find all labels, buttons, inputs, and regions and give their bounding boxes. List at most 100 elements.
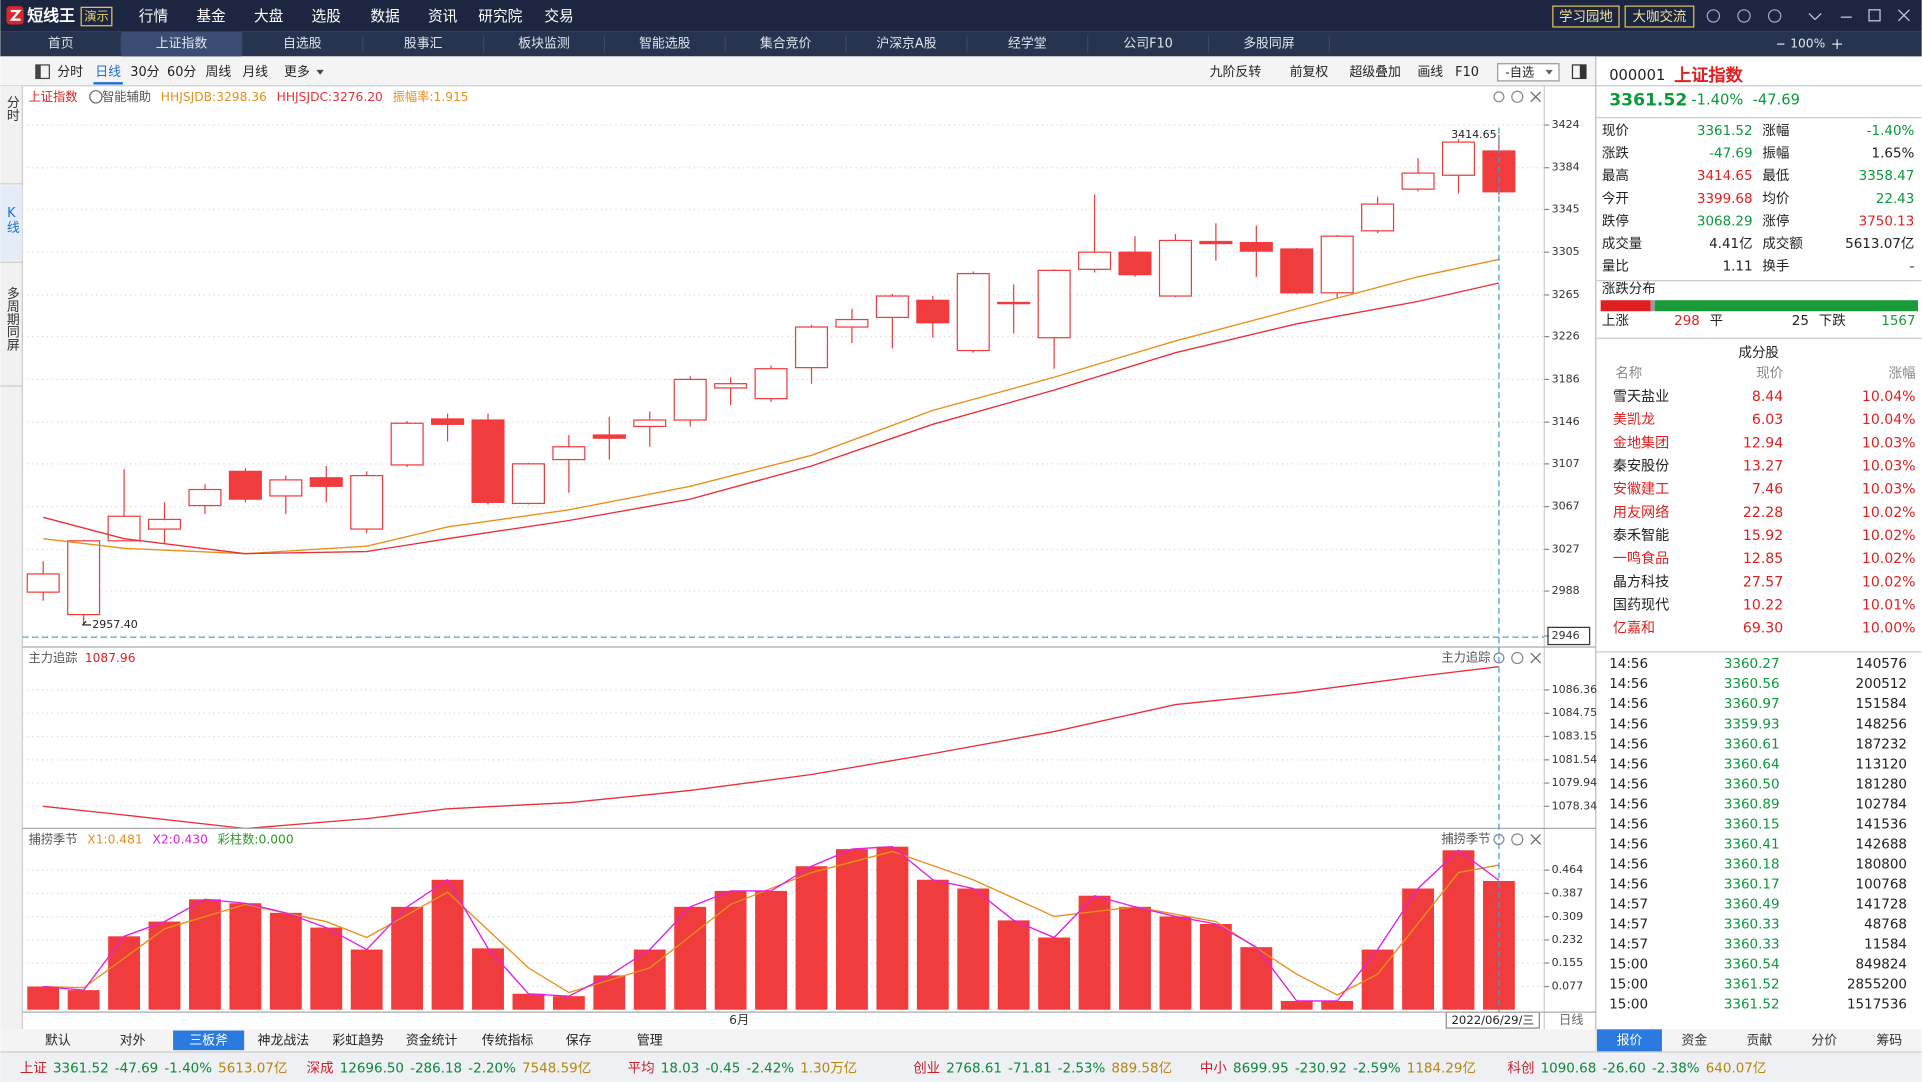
component-name[interactable]: 国药现代 <box>1613 597 1669 613</box>
period-tab[interactable]: 分时 <box>57 65 83 80</box>
component-name[interactable]: 亿嘉和 <box>1613 621 1655 637</box>
bar <box>148 921 181 1010</box>
header-button-text[interactable]: 大咖交流 <box>1633 8 1687 25</box>
component-name[interactable]: 泰禾智能 <box>1613 528 1669 544</box>
indicator-line <box>43 258 1500 555</box>
nav-tab[interactable]: 智能选股 <box>639 37 691 52</box>
component-name[interactable]: 美凯龙 <box>1613 412 1655 428</box>
index-summary: 科创 1090.68 -26.60 -2.38% 640.07亿 <box>1508 1061 1767 1077</box>
panel-help[interactable] <box>1511 833 1524 846</box>
indicator-tab[interactable]: 保存 <box>566 1033 592 1048</box>
menu-item[interactable]: 资讯 <box>428 8 458 25</box>
menu-item[interactable]: 大盘 <box>254 7 284 25</box>
component-name[interactable]: 雪天盐业 <box>1613 389 1669 405</box>
y-tick-box <box>1547 626 1591 646</box>
period-tab[interactable]: 30分 <box>130 65 159 80</box>
right-tab[interactable]: 报价 <box>1617 1033 1643 1048</box>
header-button-text[interactable]: 学习园地 <box>1559 9 1613 25</box>
menu-item[interactable]: 交易 <box>544 7 573 25</box>
nav-tab[interactable]: 首页 <box>48 37 74 52</box>
indicator-tab[interactable]: 对外 <box>120 1033 146 1048</box>
y-tick-label: 3027 <box>1552 542 1580 555</box>
nav-tab[interactable]: 自选股 <box>283 37 322 52</box>
menu-item[interactable]: 选股 <box>312 8 342 25</box>
label-part: -71.81 <box>1008 1061 1051 1077</box>
legend-dropdown[interactable] <box>89 90 103 104</box>
panel-settings[interactable] <box>1493 91 1505 103</box>
indicator-tab[interactable]: 三板斧 <box>189 1033 228 1048</box>
nav-tab[interactable]: 集合竞价 <box>760 36 812 52</box>
candle-body <box>1239 241 1273 252</box>
window-control <box>1868 9 1881 22</box>
tick-volume: 180800 <box>1856 856 1907 872</box>
period-tab[interactable]: 月线 <box>242 65 268 80</box>
right-tab[interactable]: 筹码 <box>1876 1032 1902 1048</box>
menu-item[interactable]: 行情 <box>139 8 169 25</box>
menu-item[interactable]: 基金 <box>196 8 226 25</box>
tool-button[interactable]: 九阶反转 <box>1210 65 1262 80</box>
menu-item[interactable]: 数据 <box>370 8 400 25</box>
component-name[interactable]: 安徽建工 <box>1613 482 1669 498</box>
nav-tab[interactable]: 多股同屏 <box>1243 37 1295 52</box>
side-tab[interactable]: K线 <box>4 206 19 234</box>
indicator-tab[interactable]: 管理 <box>637 1033 663 1048</box>
right-tab[interactable]: 资金 <box>1682 1032 1708 1048</box>
bottom-tab-active <box>173 1030 245 1051</box>
menu-item[interactable]: 研究院 <box>478 7 522 25</box>
component-name[interactable]: 晶方科技 <box>1613 574 1669 590</box>
candle-body <box>592 434 626 439</box>
component-price: 69.30 <box>1743 621 1783 637</box>
tick-volume: 187232 <box>1856 736 1907 752</box>
period-tab[interactable]: 日线 <box>95 65 121 80</box>
component-name[interactable]: 一鸣食品 <box>1613 550 1669 567</box>
indicator-tab[interactable]: 神龙战法 <box>258 1033 310 1048</box>
indicator-tab[interactable]: 彩虹趋势 <box>332 1032 384 1048</box>
nav-tab[interactable]: 股事汇 <box>404 37 443 52</box>
nav-tab[interactable]: 经学堂 <box>1008 36 1047 52</box>
bar <box>755 890 787 1010</box>
nav-tab[interactable]: 沪深京A股 <box>876 37 936 52</box>
right-tab[interactable]: 分价 <box>1811 1033 1837 1048</box>
breadth-value: 25 <box>1792 313 1809 329</box>
y-tick-label: 3226 <box>1552 330 1580 343</box>
app-name: 短线王 <box>27 6 75 25</box>
quote-label: 今开 <box>1602 191 1629 207</box>
side-tab[interactable]: 分时 <box>4 96 19 122</box>
right-tab[interactable]: 贡献 <box>1746 1033 1772 1048</box>
component-change: 10.03% <box>1862 458 1916 474</box>
component-name[interactable]: 秦安股份 <box>1613 458 1669 474</box>
tool-button[interactable]: 超级叠加 <box>1349 65 1400 80</box>
nav-tab[interactable]: 公司F10 <box>1123 37 1172 52</box>
period-tab[interactable]: 更多 <box>284 65 310 80</box>
badge <box>80 6 113 27</box>
bar <box>1402 888 1434 1010</box>
indicator-tab[interactable]: 默认 <box>45 1032 71 1048</box>
side-tab[interactable]: 多周期同屏 <box>4 287 19 352</box>
bar <box>67 990 100 1010</box>
panel-help[interactable] <box>1511 90 1524 103</box>
component-name[interactable]: 金地集团 <box>1613 434 1669 451</box>
candle-body <box>390 422 424 466</box>
select-text[interactable]: -自选 <box>1505 65 1534 79</box>
quote-label: 成交额 <box>1762 235 1803 252</box>
candle-body <box>67 540 101 616</box>
tool-button[interactable]: 画线 <box>1417 65 1443 80</box>
component-price: 10.22 <box>1743 597 1783 613</box>
candle-body <box>309 477 343 487</box>
panel-help[interactable] <box>1511 651 1524 665</box>
nav-tab[interactable]: 板块监测 <box>518 37 569 52</box>
component-name[interactable]: 用友网络 <box>1613 505 1669 521</box>
tool-button[interactable]: F10 <box>1455 65 1479 80</box>
quote-label: 最高 <box>1602 167 1629 184</box>
header-icon <box>1737 9 1751 23</box>
indicator-tab[interactable]: 传统指标 <box>482 1033 534 1048</box>
quote-label: 最低 <box>1762 168 1789 184</box>
tool-button[interactable]: 前复权 <box>1290 64 1329 80</box>
tick-price: 3360.64 <box>1724 756 1780 772</box>
nav-tab[interactable]: 上证指数 <box>156 37 208 52</box>
period-tab[interactable]: 周线 <box>206 65 232 80</box>
period-tab[interactable]: 60分 <box>167 65 196 80</box>
indicator-tab[interactable]: 资金统计 <box>406 1032 458 1048</box>
tick-price: 3360.33 <box>1724 937 1780 953</box>
